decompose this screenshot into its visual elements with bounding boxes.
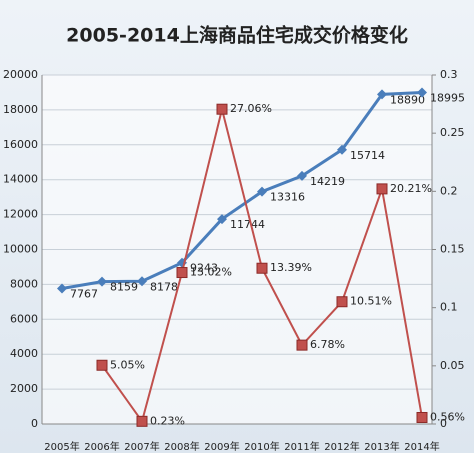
x-tick-label: 2012年 [324,440,359,453]
point-marker [376,183,388,195]
x-tick-label: 2006年 [84,440,119,453]
point-marker [97,276,107,287]
y2-tick-label: 0.1 [440,301,458,314]
y2-tick-label: 0.2 [440,184,458,197]
y2-tick-label: 0.3 [440,68,458,81]
point-marker [417,87,427,98]
point-marker [337,144,347,155]
point-marker [57,283,67,294]
point-marker [176,267,188,279]
y-tick-label: 14000 [3,173,38,186]
point-marker [257,186,267,197]
y2-tick-label: 0 [440,417,447,430]
data-label: 5.05% [110,358,145,371]
data-label: 13316 [270,191,305,204]
data-label: 11744 [230,218,265,231]
x-tick-label: 2013年 [364,440,399,453]
y-tick-label: 0 [31,417,38,430]
x-tick-label: 2010年 [244,440,279,453]
series-line [61,91,423,290]
y-tick-label: 12000 [3,208,38,221]
data-label: 6.78% [310,338,345,351]
x-tick-label: 2007年 [124,440,159,453]
x-tick-label: 2005年 [44,440,79,453]
point-marker [256,262,268,274]
y2-tick-label: 0.25 [440,126,465,139]
data-label: 9243 [190,262,218,275]
data-label: 7767 [70,287,98,300]
y2-tick-label: 0.15 [440,243,465,256]
y-tick-label: 20000 [3,68,38,81]
x-tick-label: 2009年 [204,440,239,453]
chart-title: 2005-2014上海商品住宅成交价格变化 [66,24,408,47]
x-tick-label: 2008年 [164,440,199,453]
y2-tick-label: 0.05 [440,359,465,372]
y-tick-label: 2000 [10,382,38,395]
point-marker [136,415,148,427]
point-marker [297,170,307,181]
data-label: 20.21% [390,182,432,195]
x-tick-label: 2014年 [404,440,439,453]
data-label: 0.56% [430,410,465,423]
point-marker [216,103,228,115]
point-marker [416,411,428,423]
data-label: 13.39% [270,261,312,274]
data-label: 14219 [310,175,345,188]
data-label: 8178 [150,280,178,293]
data-label: 15714 [350,149,385,162]
data-label: 27.06% [230,102,272,115]
point-marker [137,276,147,287]
data-label: 18995 [430,92,465,105]
point-marker [217,214,227,225]
y-tick-label: 10000 [3,243,38,256]
data-label: 10.51% [350,295,392,308]
data-label: 0.23% [150,414,185,427]
point-marker [336,296,348,308]
x-tick-label: 2011年 [284,440,319,453]
data-label: 13.02% [190,266,232,279]
y-tick-label: 16000 [3,138,38,151]
data-label: 8159 [110,281,138,294]
point-marker [377,89,387,100]
data-label: 18890 [390,93,425,106]
point-marker [296,339,308,351]
y-tick-label: 4000 [10,347,38,360]
y-tick-label: 6000 [10,312,38,325]
y-tick-label: 18000 [3,103,38,116]
y-tick-label: 8000 [10,277,38,290]
point-marker [96,359,108,371]
